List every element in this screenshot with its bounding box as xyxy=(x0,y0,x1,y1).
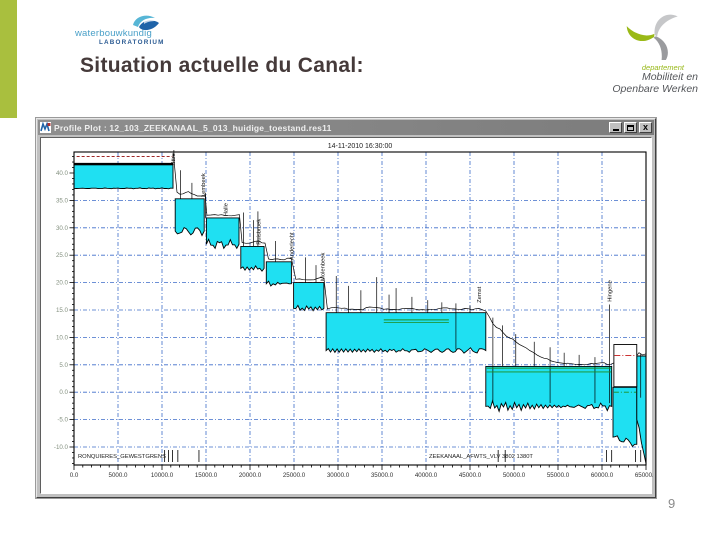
svg-text:Ruisbroek: Ruisbroek xyxy=(256,219,262,245)
window-title: Profile Plot : 12_103_ZEEKANAAL_5_013_hu… xyxy=(54,122,332,133)
minimize-button[interactable] xyxy=(609,122,622,133)
profile-plot-app-icon xyxy=(40,122,51,133)
mow-logo: departement Mobiliteit en Openbare Werke… xyxy=(588,10,700,95)
svg-text:5.0: 5.0 xyxy=(59,362,68,369)
svg-text:Lembeek: Lembeek xyxy=(201,173,207,197)
waterbouwkundig-logo: waterbouwkundig LABORATORIUM xyxy=(75,12,185,46)
maximize-icon xyxy=(627,124,634,131)
svg-text:20.0: 20.0 xyxy=(56,280,69,287)
page-number: 9 xyxy=(668,496,676,511)
svg-text:-10.0: -10.0 xyxy=(54,444,69,451)
svg-text:20000.0: 20000.0 xyxy=(239,472,262,479)
profile-plot-window: Profile Plot : 12_103_ZEEKANAAL_5_013_hu… xyxy=(35,117,658,499)
mow-line1: Mobiliteit en xyxy=(641,71,698,83)
svg-text:35000.0: 35000.0 xyxy=(371,472,394,479)
svg-text:60000.0: 60000.0 xyxy=(591,472,614,479)
annotations xyxy=(76,156,638,393)
svg-text:14-11-2010 16:30:00: 14-11-2010 16:30:00 xyxy=(328,143,393,150)
left-accent-bar xyxy=(0,0,17,118)
laboratorium-wordmark: LABORATORIUM xyxy=(99,39,165,46)
svg-text:40000.0: 40000.0 xyxy=(415,472,438,479)
terrain-line xyxy=(173,153,647,366)
svg-text:Ittre: Ittre xyxy=(171,153,177,163)
page-title: Situation actuelle du Canal: xyxy=(80,54,364,77)
svg-text:10000.0: 10000.0 xyxy=(151,472,174,479)
mow-line2: Openbare Werken xyxy=(612,82,698,95)
svg-text:Anderlecht: Anderlecht xyxy=(290,232,296,260)
axes: 0.0 5000.0 10000.0 15000.0 20000.0 25000.0 300… xyxy=(54,151,658,479)
water-reaches xyxy=(73,162,647,464)
svg-text:45000.0: 45000.0 xyxy=(459,472,482,479)
svg-text:Zemst: Zemst xyxy=(477,286,483,302)
profile-chart: Ittre Lembeek Halle Ruisbroek Anderlecht Mole… xyxy=(54,143,658,479)
svg-text:65000.0: 65000.0 xyxy=(635,472,653,479)
minimize-icon xyxy=(612,129,619,131)
svg-text:35.0: 35.0 xyxy=(56,197,69,204)
svg-text:ZEEKANAAL_AFWTS_VLV 3802 1380T: ZEEKANAAL_AFWTS_VLV 3802 1380T xyxy=(429,454,533,460)
grid-lines xyxy=(74,152,646,465)
maximize-button[interactable] xyxy=(624,122,637,133)
svg-text:RONQUIERES_GEWESTGRENS: RONQUIERES_GEWESTGRENS xyxy=(78,454,166,460)
svg-text:15000.0: 15000.0 xyxy=(195,472,218,479)
chart-texts: RONQUIERES_GEWESTGRENS ZEEKANAAL_AFWTS_VL… xyxy=(78,143,533,460)
svg-text:Molenbeek: Molenbeek xyxy=(321,252,327,280)
svg-text:Halle: Halle xyxy=(224,203,230,216)
mow-pinwheel-icon xyxy=(626,14,678,66)
waterbouwkundig-wordmark: waterbouwkundig xyxy=(75,28,152,39)
svg-text:55000.0: 55000.0 xyxy=(547,472,570,479)
close-button[interactable]: x xyxy=(639,122,652,133)
svg-text:30000.0: 30000.0 xyxy=(327,472,350,479)
window-controls: x xyxy=(609,122,652,133)
svg-text:50000.0: 50000.0 xyxy=(503,472,526,479)
lock-labels: Ittre Lembeek Halle Ruisbroek Anderlecht Mole… xyxy=(171,153,613,303)
close-icon: x xyxy=(642,122,648,132)
svg-text:0.0: 0.0 xyxy=(70,472,79,479)
mow-departement-label: departement xyxy=(641,63,684,72)
svg-text:10.0: 10.0 xyxy=(56,334,69,341)
window-client-area: Ittre Lembeek Halle Ruisbroek Anderlecht Mole… xyxy=(40,137,658,494)
svg-text:-5.0: -5.0 xyxy=(57,417,68,424)
svg-text:Hingene: Hingene xyxy=(607,280,613,302)
svg-text:0.0: 0.0 xyxy=(59,389,68,396)
svg-text:30.0: 30.0 xyxy=(56,225,69,232)
svg-text:5000.0: 5000.0 xyxy=(109,472,128,479)
waterbouwkundig-swirl-icon xyxy=(133,15,159,31)
svg-text:40.0: 40.0 xyxy=(56,170,69,177)
svg-text:25000.0: 25000.0 xyxy=(283,472,306,479)
chainage-marks xyxy=(164,450,642,462)
svg-text:15.0: 15.0 xyxy=(56,307,69,314)
svg-text:25.0: 25.0 xyxy=(56,252,69,259)
window-titlebar[interactable]: Profile Plot : 12_103_ZEEKANAAL_5_013_hu… xyxy=(38,120,654,135)
